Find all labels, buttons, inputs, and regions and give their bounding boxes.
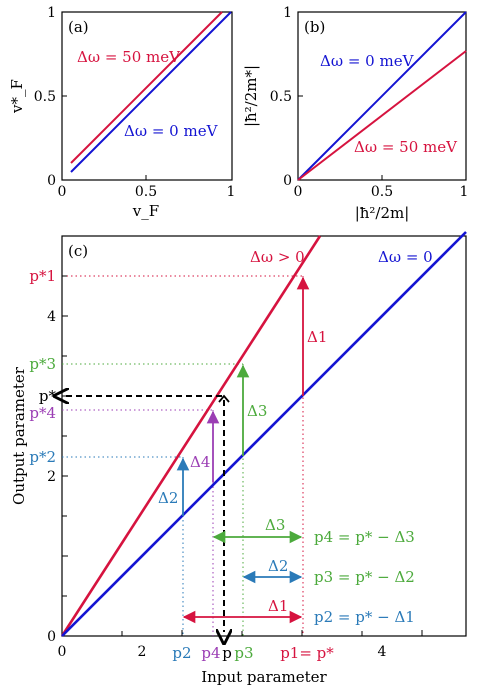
bottom-label-p1: p1= p* <box>280 644 334 662</box>
bottom-label-p4: p4 <box>201 644 220 662</box>
left-label-p2s: p*2 <box>29 448 56 466</box>
panel-b-label-blue: Δω = 0 meV <box>320 52 415 70</box>
delta3-h-label: Δ3 <box>265 516 285 534</box>
equation-p3: p3 = p* − Δ2 <box>314 568 415 586</box>
panel-c-tick-marks <box>62 275 423 636</box>
panel-b-ylabel: |ħ²/2m*| <box>242 65 260 127</box>
delta4-label: Δ4 <box>190 453 210 471</box>
panel-b-ytick: 0 <box>283 173 292 189</box>
panel-b-blue-line <box>297 11 467 181</box>
equation-p2: p2 = p* − Δ1 <box>314 608 415 626</box>
panel-c-xtick: 4 <box>378 644 387 660</box>
panel-a-ytick: 0.5 <box>34 89 56 105</box>
panel-b-ytick: 1 <box>283 5 292 21</box>
panel-a-xlabel: v_F <box>132 202 159 220</box>
left-label-p1s: p*1 <box>29 267 56 285</box>
panel-b-red-line <box>297 50 467 181</box>
p-star-arrow-up <box>218 394 230 403</box>
panel-c-ylabel: Output parameter <box>10 366 28 505</box>
panel-c-xlabel: Input parameter <box>201 668 327 686</box>
panel-b-label-red: Δω = 50 meV <box>354 138 458 156</box>
delta2-h-label: Δ2 <box>268 557 288 575</box>
panel-a-tag: (a) <box>68 18 89 36</box>
bottom-label-p3: p3 <box>234 644 253 662</box>
panel-a-red-line <box>70 11 223 164</box>
panel-c-blue-line <box>61 231 467 637</box>
delta2-label: Δ2 <box>158 489 178 507</box>
panel-a-ytick: 0 <box>47 173 56 189</box>
panel-b-xtick: 0.5 <box>371 184 393 200</box>
panel-c-xtick: 2 <box>138 644 147 660</box>
panel-c-xtick: 0 <box>58 644 67 660</box>
left-label-p4s: p*4 <box>29 404 56 422</box>
panel-a-label-red: Δω = 50 meV <box>77 48 181 66</box>
panel-a-xtick: 1 <box>227 184 236 200</box>
panel-a-xtick: 0 <box>58 184 67 200</box>
panel-a-ylabel: v*_F <box>8 79 26 114</box>
delta1-h-label: Δ1 <box>268 597 288 615</box>
panel-b-xtick: 0 <box>294 184 303 200</box>
panel-c-ytick: 0 <box>47 629 56 645</box>
panel-c: Δ1 Δ3 Δ4 Δ2 Δ3 Δ2 Δ1 p4 = p* − Δ3 p3 = p… <box>10 231 467 686</box>
panel-b: (b) Δω = 0 meV Δω = 50 meV 0 0.5 1 0 0.5… <box>242 5 468 222</box>
bottom-label-p2: p2 <box>172 644 191 662</box>
panel-b-tag: (b) <box>304 18 325 36</box>
left-label-p3s: p*3 <box>29 355 56 373</box>
bottom-label-p: p <box>222 644 232 662</box>
equation-p4: p4 = p* − Δ3 <box>314 528 415 546</box>
left-label-ps: p* <box>39 387 57 405</box>
panel-a: (a) Δω = 50 meV Δω = 0 meV 0 0.5 1 0 0.5… <box>8 5 235 220</box>
panel-b-xlabel: |ħ²/2m| <box>355 204 410 222</box>
panel-a-label-blue: Δω = 0 meV <box>124 122 219 140</box>
label-red-line: Δω > 0 <box>250 248 305 266</box>
panel-b-ytick: 0.5 <box>270 89 292 105</box>
delta1-label: Δ1 <box>307 328 327 346</box>
panel-c-ytick: 2 <box>47 469 56 485</box>
panel-b-xtick: 1 <box>460 184 469 200</box>
panel-c-ytick: 4 <box>47 309 56 325</box>
panel-a-ytick: 1 <box>47 5 56 21</box>
panel-c-red-line <box>60 235 322 637</box>
panel-a-blue-line <box>70 11 232 173</box>
panel-a-xtick: 0.5 <box>135 184 157 200</box>
delta3-label: Δ3 <box>247 402 267 420</box>
panel-c-tag: (c) <box>68 242 88 260</box>
label-blue-line: Δω = 0 <box>378 248 433 266</box>
